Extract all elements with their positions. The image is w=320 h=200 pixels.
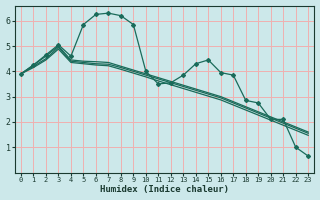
X-axis label: Humidex (Indice chaleur): Humidex (Indice chaleur) xyxy=(100,185,229,194)
